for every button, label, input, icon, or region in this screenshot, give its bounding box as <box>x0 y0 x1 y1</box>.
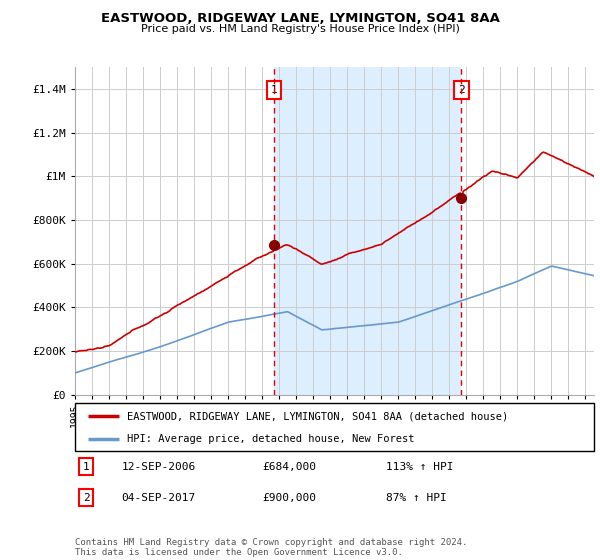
FancyBboxPatch shape <box>75 403 594 451</box>
Bar <box>274 67 461 395</box>
Text: 1: 1 <box>271 85 277 95</box>
Text: Price paid vs. HM Land Registry's House Price Index (HPI): Price paid vs. HM Land Registry's House … <box>140 24 460 34</box>
Text: 04-SEP-2017: 04-SEP-2017 <box>122 493 196 503</box>
Text: £900,000: £900,000 <box>262 493 316 503</box>
Text: EASTWOOD, RIDGEWAY LANE, LYMINGTON, SO41 8AA (detached house): EASTWOOD, RIDGEWAY LANE, LYMINGTON, SO41… <box>127 411 508 421</box>
Text: 1: 1 <box>83 461 89 472</box>
Text: HPI: Average price, detached house, New Forest: HPI: Average price, detached house, New … <box>127 434 415 444</box>
Text: 12-SEP-2006: 12-SEP-2006 <box>122 461 196 472</box>
Text: £684,000: £684,000 <box>262 461 316 472</box>
Text: EASTWOOD, RIDGEWAY LANE, LYMINGTON, SO41 8AA: EASTWOOD, RIDGEWAY LANE, LYMINGTON, SO41… <box>101 12 499 25</box>
Text: 2: 2 <box>458 85 464 95</box>
Text: 113% ↑ HPI: 113% ↑ HPI <box>386 461 454 472</box>
Text: 87% ↑ HPI: 87% ↑ HPI <box>386 493 447 503</box>
Text: 2: 2 <box>83 493 89 503</box>
Text: Contains HM Land Registry data © Crown copyright and database right 2024.
This d: Contains HM Land Registry data © Crown c… <box>75 538 467 557</box>
